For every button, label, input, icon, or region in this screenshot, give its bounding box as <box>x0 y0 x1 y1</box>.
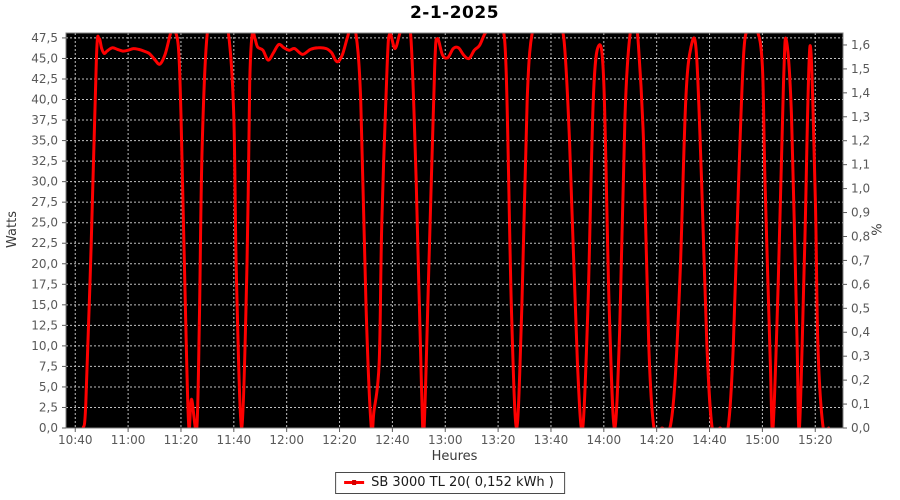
y-tick-label-left: 5,0 <box>39 380 58 394</box>
y-tick-label-right: 1,5 <box>851 62 870 76</box>
x-tick-label: 11:40 <box>217 433 252 447</box>
x-axis-label: Heures <box>431 449 478 464</box>
y-tick-label-right: 0,5 <box>851 301 870 315</box>
y-tick-label-left: 22,5 <box>31 236 58 250</box>
x-tick-label: 14:20 <box>639 433 674 447</box>
y-tick-label-right: 0,9 <box>851 206 870 220</box>
grid <box>66 33 843 429</box>
y-tick-label-left: 20,0 <box>31 257 58 271</box>
y-tick-label-left: 25,0 <box>31 216 58 230</box>
y-tick-label-right: 0,8 <box>851 229 870 243</box>
y-tick-label-right: 1,6 <box>851 38 870 52</box>
y-tick-label-left: 45,0 <box>31 51 58 65</box>
y-tick-label-left: 30,0 <box>31 175 58 189</box>
y-tick-label-right: 1,1 <box>851 158 870 172</box>
y-tick-label-left: 42,5 <box>31 72 58 86</box>
x-tick-label: 15:00 <box>745 433 780 447</box>
plot-background <box>66 33 843 428</box>
tick-marks <box>62 37 847 432</box>
x-tick-label: 12:20 <box>322 433 357 447</box>
x-tick-label: 14:00 <box>587 433 622 447</box>
y-axis-label-right: % <box>867 223 883 236</box>
y-tick-label-right: 0,1 <box>851 397 870 411</box>
y-tick-label-left: 12,5 <box>31 318 58 332</box>
y-tick-label-right: 0,2 <box>851 373 870 387</box>
x-tick-label: 12:00 <box>269 433 304 447</box>
x-tick-label: 14:40 <box>692 433 727 447</box>
x-tick-label: 13:40 <box>534 433 569 447</box>
legend-line-swatch <box>344 480 365 485</box>
y-tick-label-left: 15,0 <box>31 298 58 312</box>
y-tick-label-left: 7,5 <box>39 359 58 373</box>
x-tick-label: 15:20 <box>798 433 833 447</box>
y-tick-label-left: 2,5 <box>39 400 58 414</box>
x-tick-label: 11:00 <box>111 433 146 447</box>
y-axis-label-left: Watts <box>4 211 20 248</box>
series-line <box>81 33 830 428</box>
y-tick-label-right: 1,4 <box>851 86 870 100</box>
y-tick-label-left: 37,5 <box>31 113 58 127</box>
y-tick-label-right: 0,0 <box>851 421 870 435</box>
y-tick-label-right: 0,4 <box>851 325 870 339</box>
x-tick-label: 11:20 <box>164 433 199 447</box>
x-tick-label: 12:40 <box>375 433 410 447</box>
y-tick-label-right: 0,6 <box>851 277 870 291</box>
y-tick-label-right: 1,0 <box>851 182 870 196</box>
y-tick-label-left: 0,0 <box>39 421 58 435</box>
x-tick-label: 10:40 <box>58 433 93 447</box>
y-tick-label-right: 1,3 <box>851 110 870 124</box>
y-tick-label-left: 35,0 <box>31 134 58 148</box>
y-tick-label-left: 27,5 <box>31 195 58 209</box>
x-tick-label: 13:20 <box>481 433 516 447</box>
y-tick-label-left: 40,0 <box>31 93 58 107</box>
y-tick-label-right: 0,3 <box>851 349 870 363</box>
y-tick-label-right: 0,7 <box>851 253 870 267</box>
y-tick-label-left: 32,5 <box>31 154 58 168</box>
x-tick-label: 13:00 <box>428 433 463 447</box>
y-tick-label-right: 1,2 <box>851 134 870 148</box>
legend: SB 3000 TL 20( 0,152 kWh ) <box>335 472 565 494</box>
y-tick-label-left: 47,5 <box>31 31 58 45</box>
tick-labels: 10:40 11:00 11:20 11:40 12:00 12:20 12:40 13:00… <box>31 31 870 447</box>
y-tick-label-left: 10,0 <box>31 339 58 353</box>
y-tick-label-left: 17,5 <box>31 277 58 291</box>
legend-label: SB 3000 TL 20( 0,152 kWh ) <box>371 475 554 490</box>
plot-border <box>65 32 844 429</box>
series-group <box>81 33 830 428</box>
chart-title: 2-1-2025 <box>409 3 500 23</box>
